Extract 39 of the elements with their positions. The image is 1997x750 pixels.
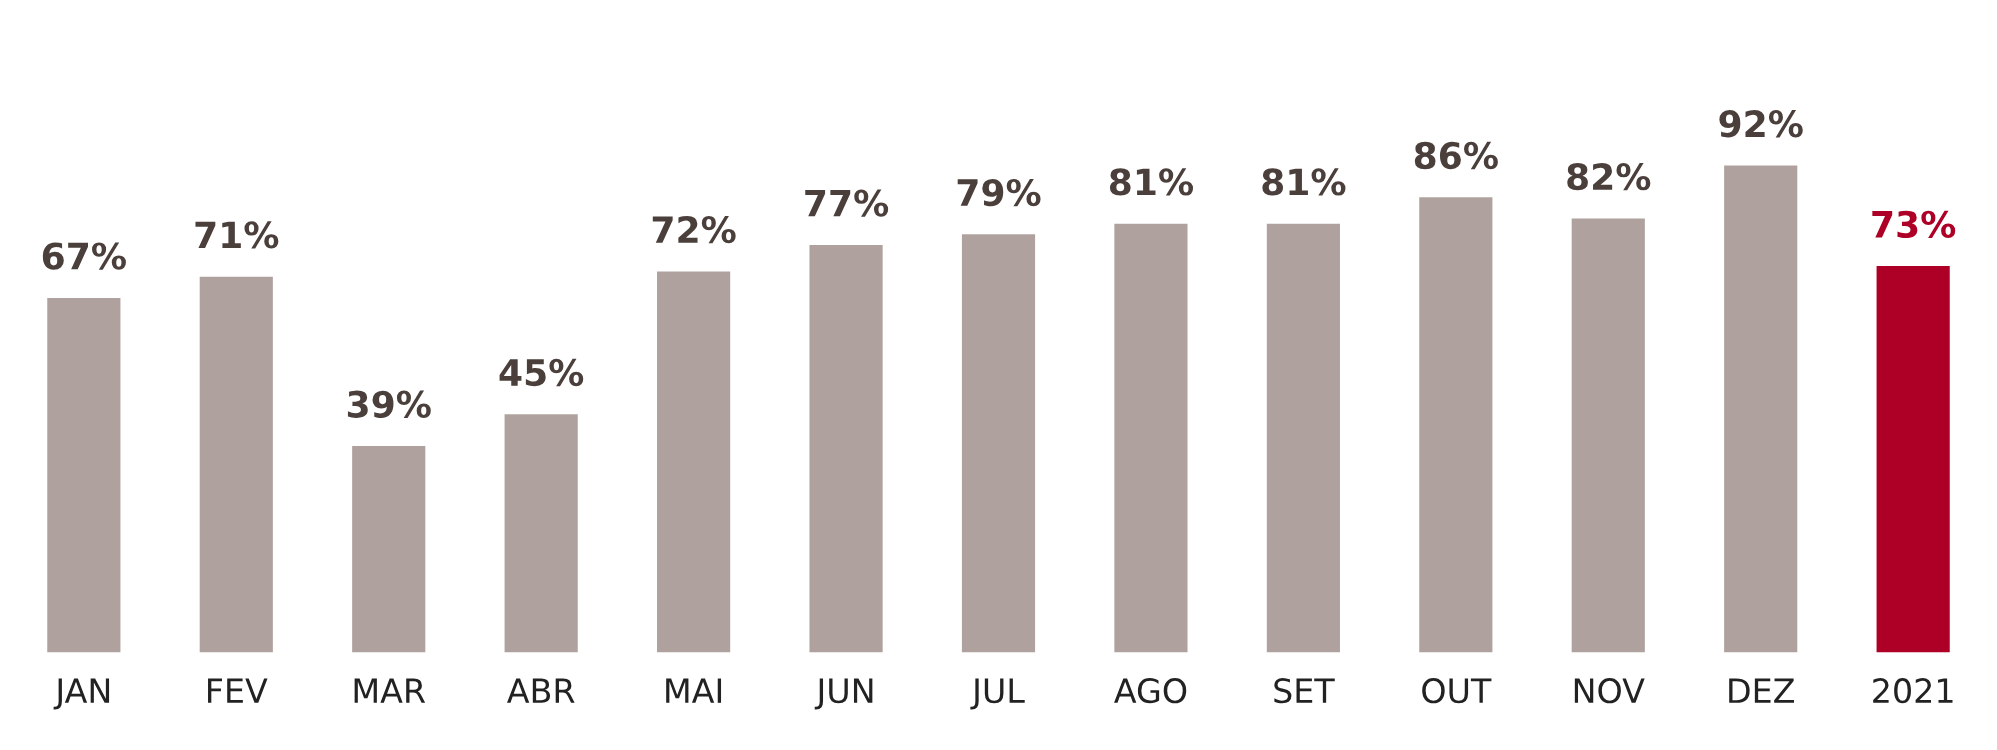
bar bbox=[1114, 223, 1188, 653]
data-label: 73% bbox=[1872, 210, 1956, 238]
data-label: 77% bbox=[805, 189, 889, 217]
data-label: 45% bbox=[499, 358, 584, 387]
x-tick-label: JUN bbox=[814, 678, 873, 710]
x-tick-label: NOV bbox=[1574, 678, 1645, 704]
bar bbox=[199, 276, 273, 653]
bar bbox=[1876, 266, 1950, 653]
data-label: 81% bbox=[1109, 168, 1194, 196]
x-tick-label: OUT bbox=[1422, 678, 1492, 704]
data-label: 81% bbox=[1262, 168, 1346, 196]
bar bbox=[1571, 218, 1645, 653]
bar bbox=[1724, 165, 1798, 653]
bar bbox=[1266, 223, 1340, 653]
x-tick-label: JUL bbox=[970, 678, 1025, 710]
x-tick-label: DEZ bbox=[1729, 678, 1794, 703]
data-label: 71% bbox=[195, 221, 279, 249]
x-tick-label: MAR bbox=[354, 678, 426, 703]
bar bbox=[1419, 197, 1493, 653]
bar bbox=[504, 414, 578, 653]
data-label: 79% bbox=[957, 178, 1041, 207]
data-label: 67% bbox=[42, 242, 126, 270]
x-tick-label: SET bbox=[1274, 678, 1335, 704]
data-label: 92% bbox=[1719, 110, 1803, 138]
data-label: 86% bbox=[1414, 141, 1498, 170]
bar bbox=[47, 297, 121, 653]
bar bbox=[352, 446, 426, 653]
data-label: 39% bbox=[347, 390, 431, 418]
bar bbox=[809, 244, 883, 653]
x-tick-label: MAI bbox=[666, 678, 722, 703]
x-tick-label: ABR bbox=[507, 678, 575, 703]
x-tick-label: FEV bbox=[208, 678, 268, 703]
bar bbox=[961, 234, 1036, 653]
data-label: 82% bbox=[1567, 163, 1651, 191]
data-label: 72% bbox=[652, 215, 736, 244]
x-tick-label: AGO bbox=[1114, 678, 1187, 704]
x-tick-label: JAN bbox=[53, 678, 110, 710]
bar bbox=[657, 271, 731, 653]
x-tick-label: 2021 bbox=[1873, 678, 1953, 704]
